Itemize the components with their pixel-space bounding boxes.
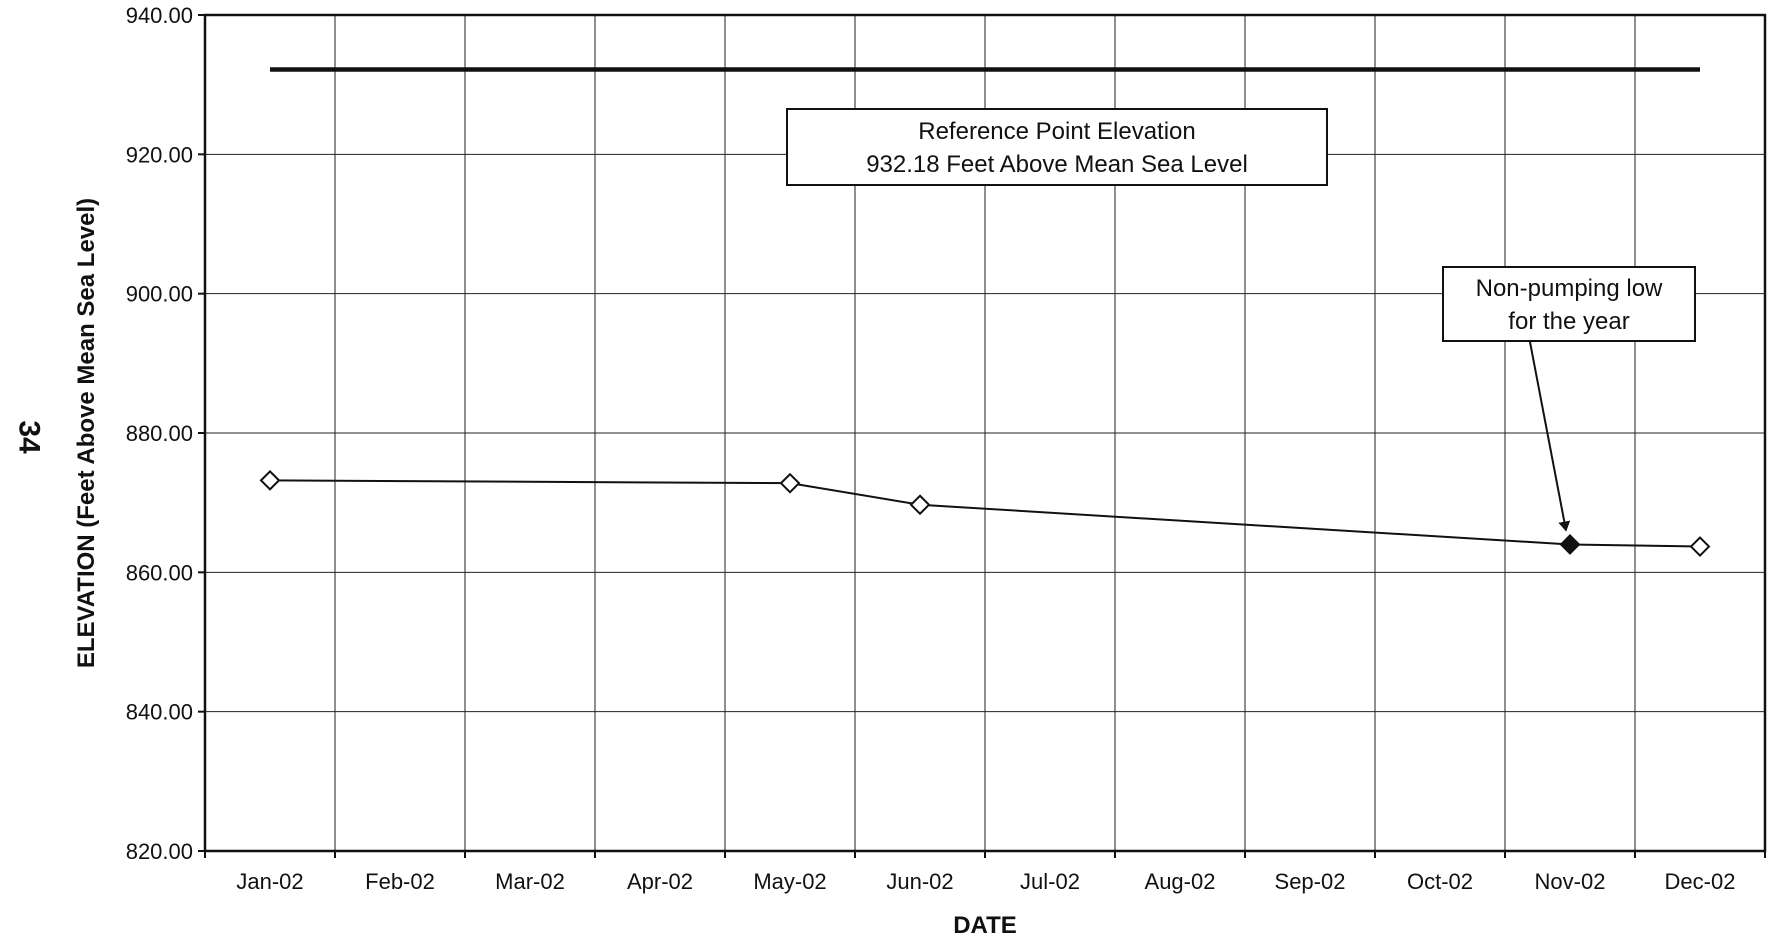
x-tick-label: Jun-02 [886, 869, 953, 894]
x-tick-label: Jul-02 [1020, 869, 1080, 894]
x-tick-label: May-02 [753, 869, 826, 894]
y-tick-label: 900.00 [126, 282, 193, 307]
x-tick-label: Dec-02 [1665, 869, 1736, 894]
y-tick-label: 820.00 [126, 839, 193, 864]
y-tick-label: 920.00 [126, 142, 193, 167]
x-tick-label: Aug-02 [1145, 869, 1216, 894]
x-tick-label: Oct-02 [1407, 869, 1473, 894]
annotation-line1: Non-pumping low [1475, 275, 1663, 302]
plot-area-frame [203, 13, 1767, 853]
reference-label-line1: Reference Point Elevation [918, 118, 1196, 145]
y-axis-title: ELEVATION (Feet Above Mean Sea Level) [73, 198, 100, 668]
data-point-marker [909, 494, 931, 516]
data-point-marker [1689, 536, 1711, 557]
page-number: 34 [12, 420, 46, 454]
reference-label-line2: 932.18 Feet Above Mean Sea Level [866, 151, 1248, 178]
annotation-arrow [1529, 341, 1571, 532]
data-point-marker [779, 472, 801, 494]
x-tick-label: Nov-02 [1535, 869, 1606, 894]
x-tick-label: Jan-02 [236, 869, 303, 894]
annotation-nonpumping-low: Non-pumping low for the year [1442, 266, 1696, 342]
y-tick-label: 940.00 [126, 3, 193, 28]
x-tick-label: Feb-02 [365, 869, 435, 894]
x-tick-label: Sep-02 [1275, 869, 1346, 894]
annotation-line2: for the year [1508, 308, 1630, 335]
x-tick-label: Mar-02 [495, 869, 565, 894]
y-tick-label: 860.00 [126, 560, 193, 585]
x-tick-label: Apr-02 [627, 869, 693, 894]
y-tick-label: 880.00 [126, 421, 193, 446]
y-tick-label: 840.00 [126, 700, 193, 725]
reference-line-label: Reference Point Elevation 932.18 Feet Ab… [786, 108, 1328, 186]
data-point-marker [259, 469, 281, 491]
data-point-marker [1559, 534, 1581, 555]
x-axis-title: DATE [953, 912, 1017, 939]
